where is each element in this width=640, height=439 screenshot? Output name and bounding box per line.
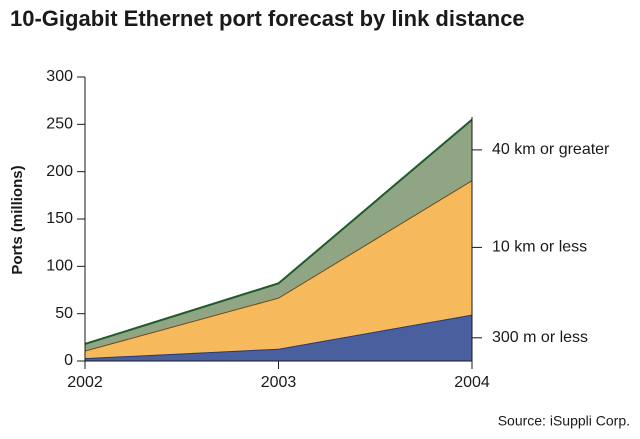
y-tick-label: 150	[46, 210, 73, 227]
x-tick-label: 2004	[454, 374, 490, 391]
chart-title: 10-Gigabit Ethernet port forecast by lin…	[10, 6, 525, 31]
y-tick-label: 0	[64, 352, 73, 369]
y-tick-label: 200	[46, 163, 73, 180]
y-tick-label: 300	[46, 68, 73, 85]
y-tick-label: 100	[46, 258, 73, 275]
x-tick-label: 2003	[261, 374, 297, 391]
area	[85, 314, 472, 361]
y-tick-label: 250	[46, 116, 73, 133]
x-tick-label: 2002	[67, 374, 103, 391]
series-label: 10 km or less	[492, 239, 587, 256]
series-label: 40 km or greater	[492, 141, 610, 158]
area-edge	[84, 118, 473, 345]
series-label: 300 m or less	[492, 329, 588, 346]
y-tick-label: 50	[55, 305, 73, 322]
source: Source: iSuppli Corp.	[498, 413, 630, 429]
y-axis-label: Ports (millions)	[9, 165, 26, 274]
area	[85, 180, 472, 359]
